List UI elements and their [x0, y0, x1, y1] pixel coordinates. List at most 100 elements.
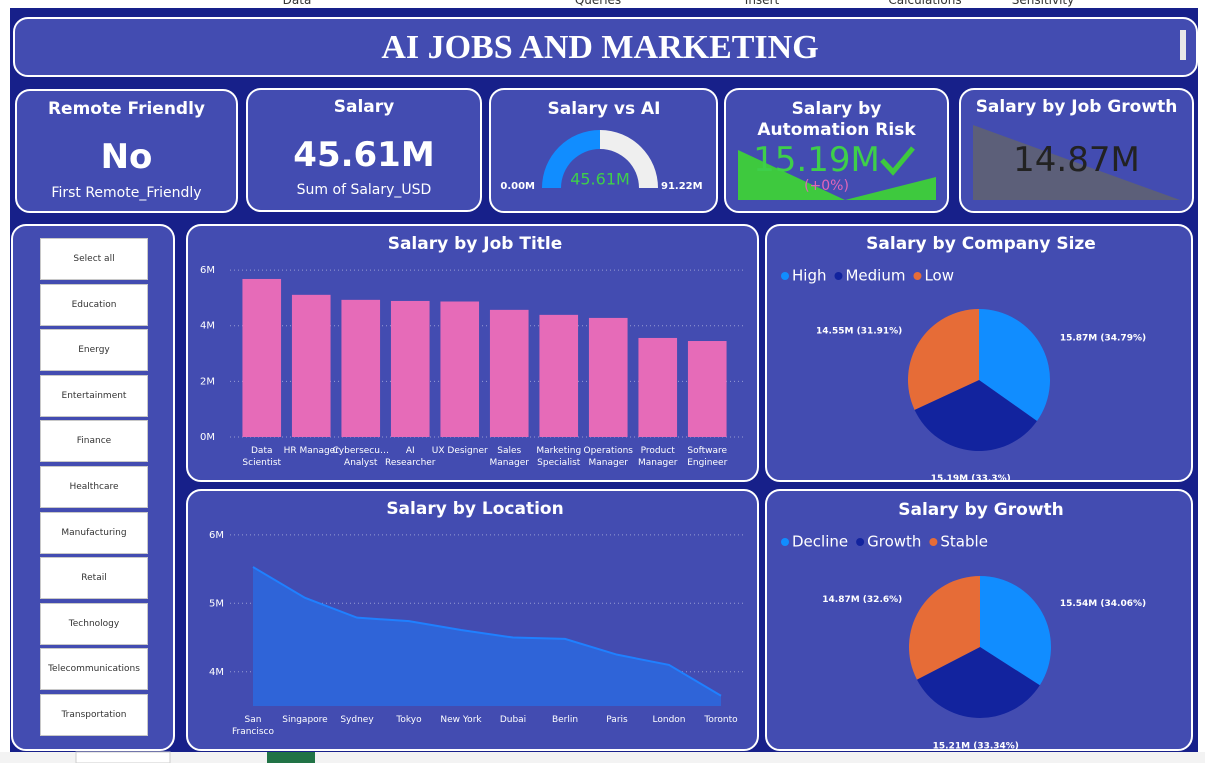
slicer-item[interactable]: Select all: [40, 238, 148, 280]
card-title: Salary by Job Growth: [975, 97, 1178, 117]
chart-title: Salary by Job Title: [388, 234, 563, 254]
card-subtitle: Sum of Salary_USD: [296, 182, 432, 198]
slicer-item[interactable]: Telecommunications: [40, 648, 148, 691]
pie-slice: [908, 309, 979, 410]
data-label: 15.21M (33.34%): [933, 741, 1019, 751]
slicer-item[interactable]: Finance: [40, 420, 148, 463]
data-label: 15.87M (34.79%): [1060, 334, 1146, 344]
x-tick-label: Berlin: [551, 715, 579, 725]
chart-title: Salary by Location: [386, 499, 563, 519]
x-tick-label: Sydney: [340, 715, 374, 725]
card-value: 15.19M: [753, 140, 880, 180]
x-tick-label: Software Engineer: [687, 446, 728, 468]
x-tick-label: Cybersecu… Analyst: [332, 446, 389, 468]
bar: [539, 314, 579, 437]
legend-label: Low: [924, 267, 954, 285]
slicer-item[interactable]: Technology: [40, 602, 148, 645]
y-tick-label: 4M: [200, 321, 215, 332]
slicer-item[interactable]: Transportation: [40, 694, 148, 736]
menu-bar: [0, 0, 1205, 8]
x-tick-label: London: [652, 715, 686, 725]
gauge-value: 45.61M: [570, 170, 630, 189]
y-tick-label: 4M: [209, 667, 224, 678]
y-tick-label: 5M: [209, 598, 224, 609]
sparkline: [973, 125, 1180, 200]
x-tick-label: UX Designer: [431, 446, 488, 456]
pie-slice: [914, 380, 1037, 451]
x-tick-label: Singapore: [282, 715, 328, 725]
y-tick-label: 2M: [200, 376, 215, 387]
bar: [588, 317, 628, 437]
gauge-fill: [542, 130, 600, 188]
legend-label: Decline: [792, 533, 848, 551]
card-title: Salary: [333, 97, 395, 117]
slicer-item[interactable]: Energy: [40, 329, 148, 372]
page-tab[interactable]: [267, 752, 315, 763]
x-tick-label: Data Scientist: [242, 446, 282, 468]
legend-label: Growth: [867, 533, 921, 551]
chart-title: Salary vs AI: [548, 99, 661, 119]
x-tick-label: New York: [440, 715, 482, 725]
header-panel: [13, 17, 1198, 77]
x-tick-label: Tokyo: [396, 715, 422, 725]
card-panel: [15, 89, 238, 213]
slicer-item[interactable]: Manufacturing: [40, 511, 148, 554]
pie-slice: [916, 647, 1040, 719]
bar: [489, 309, 529, 437]
legend-marker: [834, 272, 843, 280]
x-tick-label: Toronto: [704, 715, 738, 725]
legend-marker: [929, 538, 938, 546]
card-delta: (+0%): [804, 178, 849, 194]
card-panel: [246, 88, 482, 212]
menu-item[interactable]: Sensitivity: [1011, 0, 1075, 7]
card-subtitle: First Remote_Friendly: [51, 185, 202, 201]
x-tick-label: AI Researcher: [384, 446, 436, 468]
slicer-item[interactable]: Retail: [40, 557, 148, 600]
x-tick-label: Paris: [606, 715, 628, 725]
menu-item[interactable]: Calculations: [888, 0, 962, 7]
scroll-indicator: [1180, 30, 1186, 60]
legend-marker: [856, 538, 865, 546]
gauge-max: 91.22M: [661, 181, 703, 192]
y-tick-label: 0M: [200, 432, 215, 443]
slicer-item[interactable]: Education: [40, 283, 148, 326]
y-tick-label: 6M: [200, 265, 215, 276]
legend-marker: [781, 538, 789, 546]
sparkline: [738, 150, 936, 200]
legend-marker: [781, 272, 789, 280]
card-value: 14.87M: [1013, 140, 1140, 180]
card-title: Salary by Automation Risk: [757, 99, 916, 140]
slicer-item[interactable]: Healthcare: [40, 466, 148, 508]
legend-label: Stable: [940, 533, 988, 551]
x-tick-label: Marketing Specialist: [536, 446, 582, 468]
chart-title: Salary by Company Size: [866, 234, 1096, 254]
data-label: 15.54M (34.06%): [1060, 599, 1146, 609]
bar: [341, 299, 381, 437]
data-label: 14.55M (31.91%): [816, 327, 902, 337]
line: [252, 566, 722, 697]
bar: [390, 300, 430, 437]
menu-item[interactable]: Queries: [574, 0, 622, 7]
bottom-bar: [0, 752, 1205, 763]
bar: [638, 337, 678, 437]
menu-item[interactable]: Insert: [744, 0, 780, 7]
card-value: 45.61M: [293, 135, 435, 175]
legend-label: Medium: [845, 267, 905, 285]
x-tick-label: San Francisco: [231, 715, 275, 737]
x-tick-label: Product Manager: [638, 446, 678, 468]
x-tick-label: HR Manager: [283, 446, 339, 456]
data-label: 14.87M (32.6%): [822, 595, 902, 605]
pie-slice: [979, 309, 1050, 421]
bar: [440, 301, 480, 437]
card-title: Remote Friendly: [47, 99, 206, 119]
gauge-min: 0.00M: [500, 181, 535, 192]
slicer-item[interactable]: Entertainment: [40, 374, 148, 417]
page-title: AI JOBS AND MARKETING: [381, 29, 818, 66]
bar: [242, 278, 282, 437]
bar: [291, 294, 331, 437]
menu-item[interactable]: Data: [282, 0, 312, 7]
page-tab[interactable]: [75, 751, 171, 763]
area: [253, 567, 721, 706]
